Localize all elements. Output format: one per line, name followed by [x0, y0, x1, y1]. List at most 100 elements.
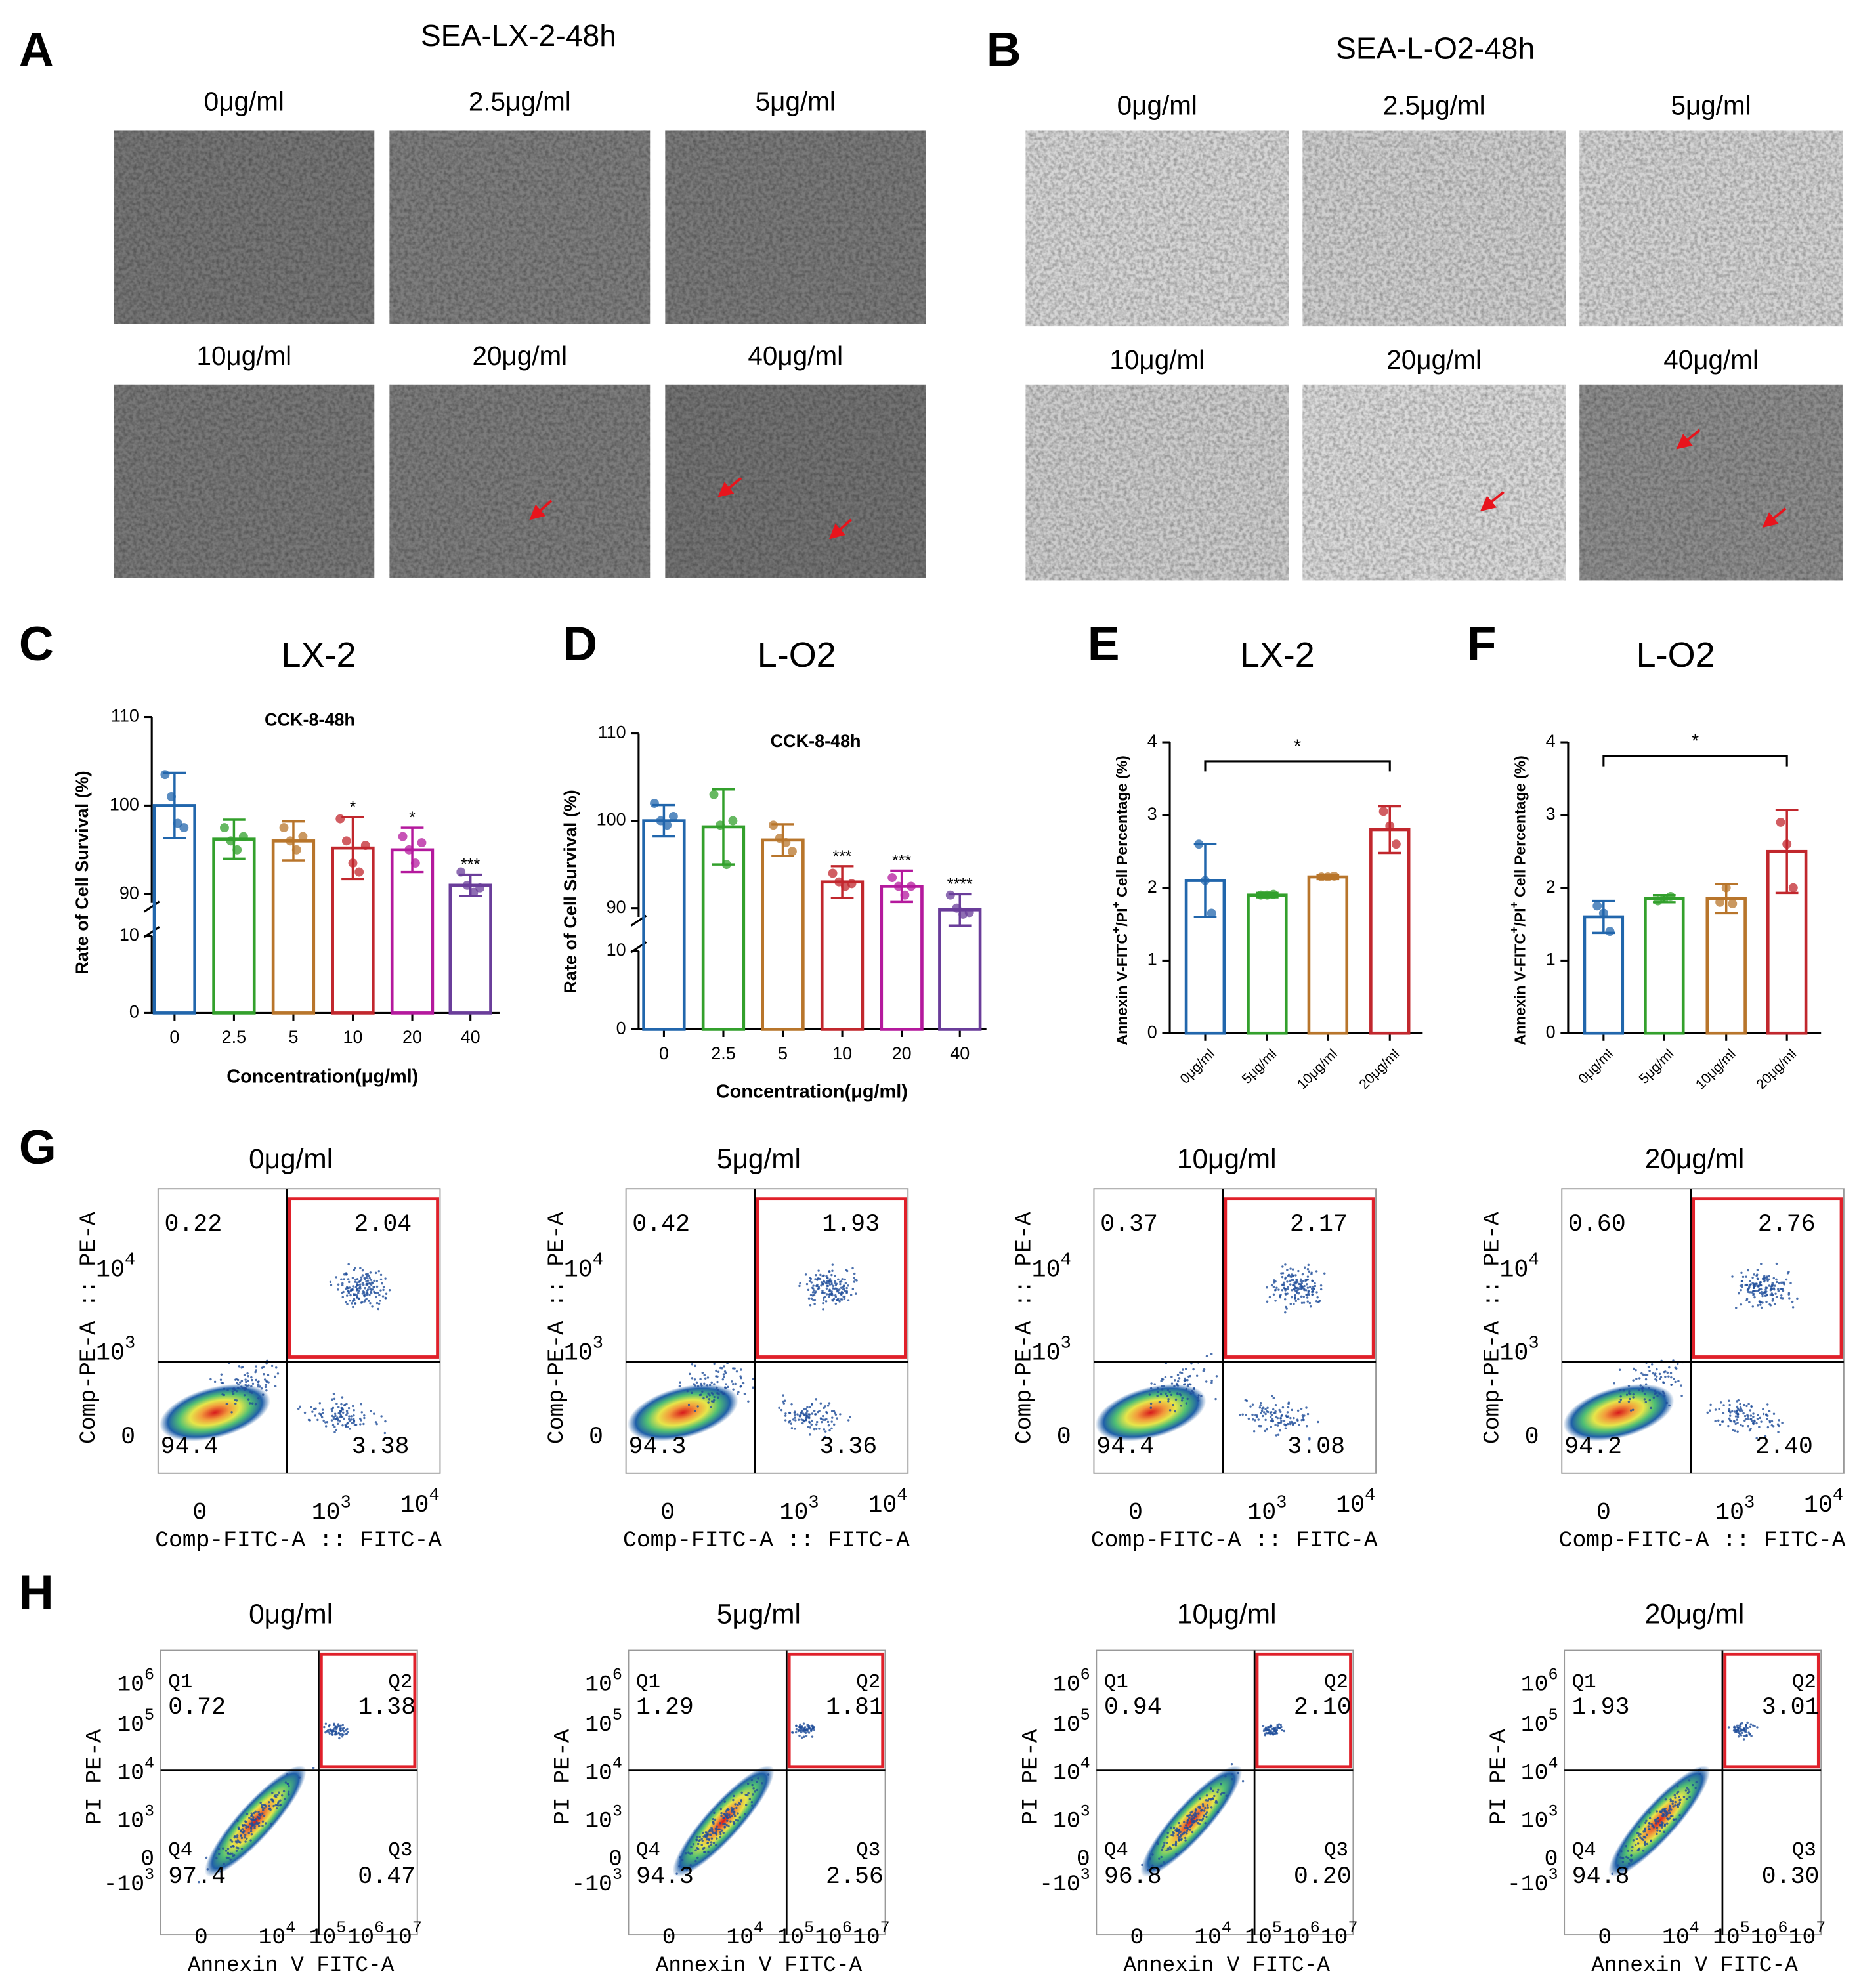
event-dot — [358, 1287, 360, 1290]
quadrant-percent: 0.30 — [1762, 1863, 1820, 1890]
event-dot — [378, 1294, 381, 1297]
event-dot — [1202, 1370, 1205, 1372]
event-dot — [1186, 1826, 1189, 1829]
event-dot — [1648, 1828, 1650, 1830]
event-dot — [1645, 1819, 1648, 1822]
event-dot — [714, 1827, 717, 1830]
event-dot — [1294, 1300, 1298, 1303]
event-dot — [1674, 1366, 1677, 1369]
event-dot — [241, 1828, 244, 1830]
y-tick-label: 90 — [119, 883, 139, 902]
event-dot — [815, 1420, 819, 1424]
data-point — [279, 823, 289, 833]
event-dot — [720, 1815, 723, 1817]
event-dot — [1736, 1724, 1739, 1727]
event-dot — [1205, 1355, 1208, 1358]
event-dot — [343, 1417, 345, 1420]
event-dot — [1669, 1800, 1673, 1803]
event-dot — [1664, 1370, 1667, 1373]
event-dot — [1613, 1382, 1615, 1385]
y-axis-title: PI PE-A — [1486, 1729, 1512, 1825]
event-dot — [798, 1414, 801, 1417]
event-dot — [1618, 1368, 1621, 1372]
event-dot — [1643, 1398, 1646, 1401]
event-dot — [1756, 1273, 1759, 1276]
event-dot — [844, 1290, 847, 1293]
event-dot — [263, 1807, 266, 1809]
y-tick-label: 3 — [1147, 804, 1157, 824]
event-dot — [784, 1419, 787, 1422]
data-point — [828, 868, 838, 878]
event-dot — [254, 1817, 257, 1821]
data-point — [781, 837, 791, 847]
event-dot — [347, 1426, 349, 1428]
event-dot — [1625, 1393, 1629, 1396]
event-dot — [257, 1385, 259, 1388]
event-dot — [340, 1278, 343, 1280]
bar — [761, 838, 805, 1031]
event-dot — [337, 1419, 339, 1422]
event-dot — [1244, 1399, 1247, 1402]
event-dot — [738, 1816, 742, 1819]
event-dot — [1178, 1377, 1181, 1380]
event-dot — [276, 1802, 280, 1805]
event-dot — [790, 1403, 793, 1406]
plot-frame — [157, 1188, 441, 1474]
event-dot — [1185, 1824, 1187, 1827]
data-point — [360, 841, 370, 851]
event-dot — [382, 1286, 385, 1288]
event-dot — [794, 1416, 796, 1419]
event-dot — [708, 1398, 711, 1401]
event-dot — [700, 1384, 703, 1387]
event-dot — [345, 1410, 349, 1412]
event-dot — [1274, 1300, 1277, 1302]
event-dot — [1302, 1416, 1304, 1419]
event-dot — [708, 1838, 711, 1842]
event-dot — [1300, 1282, 1303, 1285]
quadrant-percent: 1.29 — [636, 1694, 694, 1721]
x-tick-label: 0 — [1596, 1499, 1611, 1526]
event-dot — [784, 1414, 787, 1417]
y-tick-label: 103 — [1521, 1802, 1558, 1834]
quadrant-name: Q3 — [1324, 1839, 1348, 1862]
event-dot — [784, 1412, 787, 1415]
event-dot — [368, 1277, 371, 1280]
event-dot — [1306, 1300, 1309, 1303]
event-dot — [1188, 1817, 1191, 1819]
event-dot — [825, 1293, 828, 1296]
event-dot — [235, 1399, 238, 1402]
y-tick-label-exp: 5 — [612, 1706, 622, 1725]
event-dot — [355, 1294, 358, 1297]
event-dot — [839, 1413, 842, 1416]
event-dot — [689, 1864, 692, 1867]
event-dot — [719, 1832, 722, 1836]
plot-frame — [1096, 1649, 1354, 1936]
event-dot — [343, 1278, 345, 1280]
event-dot — [1698, 1773, 1701, 1775]
event-dot — [710, 1837, 714, 1840]
data-point — [462, 880, 472, 890]
event-dot — [1765, 1413, 1768, 1416]
x-tick-label-base: 0 — [1596, 1499, 1611, 1526]
event-dot — [320, 1413, 322, 1416]
event-dot — [1772, 1287, 1776, 1290]
y-tick-label: 103 — [1499, 1334, 1539, 1367]
event-dot — [834, 1281, 837, 1284]
y-tick-label-exp: 4 — [1528, 1251, 1539, 1271]
plot-frame — [625, 1188, 909, 1474]
event-dot — [1677, 1363, 1679, 1366]
event-dot — [1644, 1840, 1646, 1844]
event-dot — [240, 1847, 244, 1850]
event-dot — [1304, 1280, 1307, 1282]
event-dot — [1309, 1305, 1312, 1308]
event-dot — [706, 1835, 709, 1838]
plot-frame — [1561, 1188, 1845, 1474]
event-dot — [733, 1811, 736, 1813]
event-dot — [348, 1280, 351, 1284]
chart-title: LX-2 — [282, 635, 356, 675]
event-dot — [715, 1844, 717, 1847]
event-dot — [823, 1292, 826, 1294]
event-dot — [1183, 1821, 1186, 1824]
event-dot — [284, 1798, 286, 1800]
density-cloud — [204, 1765, 307, 1877]
